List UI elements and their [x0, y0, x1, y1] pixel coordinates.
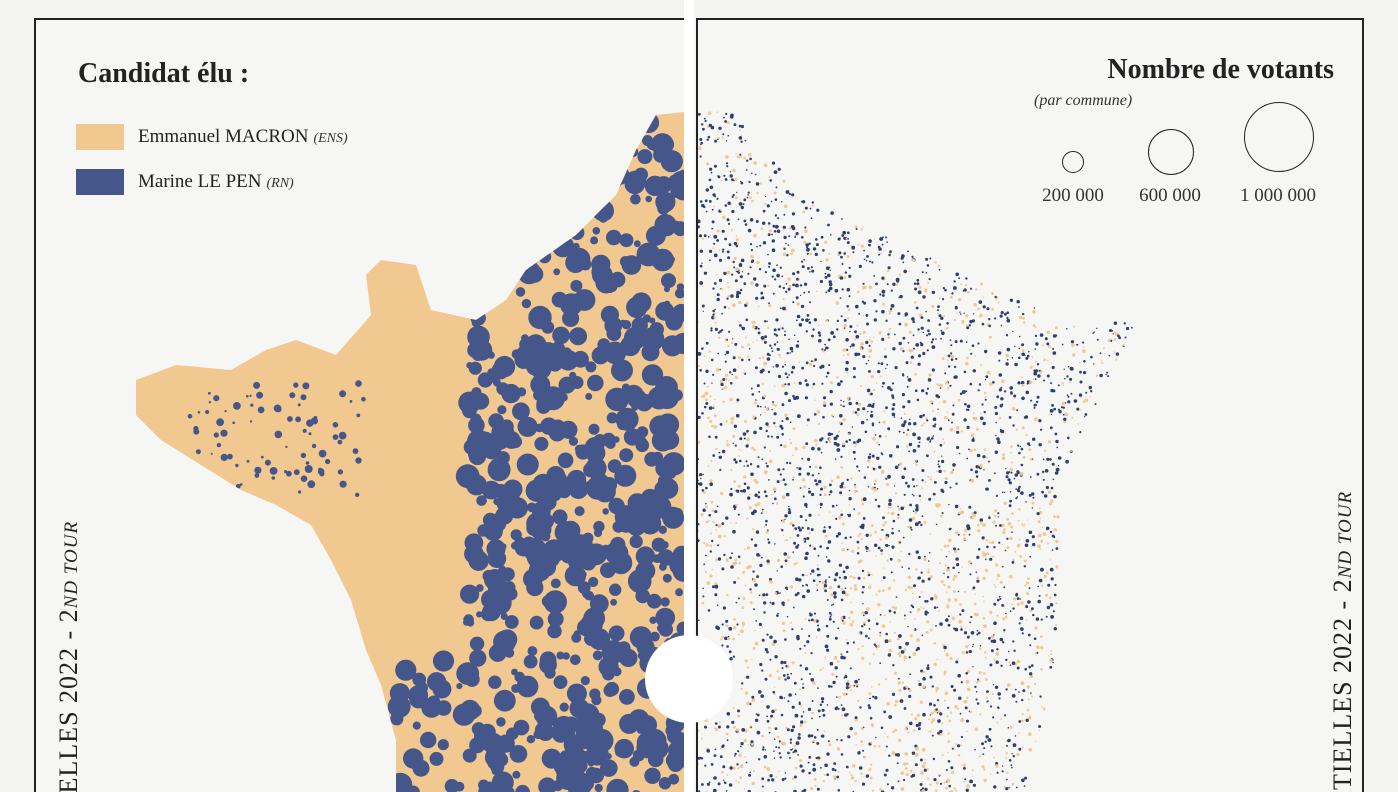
legend-label-lepen: Marine LE PEN (RN): [138, 171, 294, 192]
size-circle-small: [1062, 151, 1084, 173]
size-circle-large: [1244, 102, 1314, 172]
size-circle-medium: [1148, 129, 1194, 175]
size-label-small: 200 000: [1042, 185, 1104, 206]
compare-slider-handle[interactable]: [645, 635, 733, 723]
left-vertical-title: TIELLES 2022 - 2ND TOUR: [54, 520, 83, 792]
votes-legend-subtitle: (par commune): [1034, 92, 1133, 109]
dot-map: [698, 111, 1133, 792]
size-label-medium: 600 000: [1139, 185, 1201, 206]
legend-title: Candidat élu :: [78, 58, 250, 89]
commune-dots: [698, 111, 1133, 792]
legend-item-macron: Emmanuel MACRON (ENS): [76, 124, 348, 150]
choropleth-panel: Candidat élu : Emmanuel MACRON (ENS) Mari…: [34, 18, 686, 792]
size-label-large: 1 000 000: [1240, 185, 1316, 206]
dot-map-panel: Nombre de votants (par commune) 200 000 …: [696, 18, 1364, 792]
choropleth-map: [136, 112, 684, 792]
right-vertical-title: TIELLES 2022 - 2ND TOUR: [1328, 490, 1357, 790]
votes-legend-title: Nombre de votants: [1107, 54, 1334, 85]
lepen-swatch: [76, 169, 124, 195]
compare-slider-divider[interactable]: [684, 0, 694, 792]
legend-item-lepen: Marine LE PEN (RN): [76, 169, 294, 195]
macron-swatch: [76, 124, 124, 150]
macron-territory: [136, 112, 684, 792]
legend-label-macron: Emmanuel MACRON (ENS): [138, 126, 348, 147]
